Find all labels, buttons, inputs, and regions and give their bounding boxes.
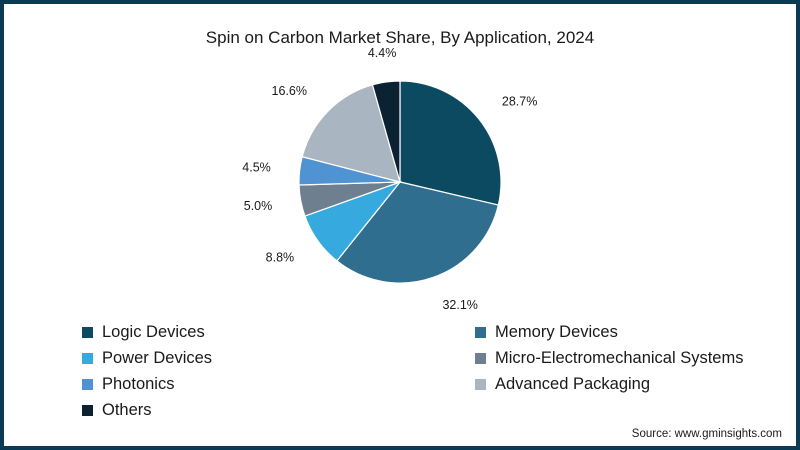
legend-swatch [82, 405, 93, 416]
data-label-photonics: 4.5% [242, 161, 271, 175]
legend-swatch [82, 327, 93, 338]
source-note: Source: www.gminsights.com [631, 428, 782, 440]
legend-swatch [475, 327, 486, 338]
pie-slice-advanced-packaging [301, 84, 401, 183]
data-label-advanced-packaging: 16.6% [272, 84, 307, 98]
legend-item-logic-devices: Logic Devices [82, 322, 475, 343]
legend-item-power-devices: Power Devices [82, 348, 475, 369]
legend-swatch [82, 353, 93, 364]
data-label-others: 4.4% [368, 46, 397, 60]
legend-item-photonics: Photonics [82, 374, 475, 395]
legend-label: Micro-Electromechanical Systems [495, 349, 744, 367]
legend-label: Advanced Packaging [495, 375, 651, 393]
pie-slice-others [371, 80, 401, 183]
legend-item-micro-electromechanical-systems: Micro-Electromechanical Systems [475, 348, 762, 369]
legend-label: Memory Devices [495, 323, 618, 341]
data-label-logic-devices: 28.7% [502, 94, 537, 108]
data-label-power-devices: 8.8% [266, 251, 295, 265]
pie-slice-logic-devices [399, 80, 502, 206]
data-label-memory-devices: 32.1% [442, 298, 477, 312]
data-label-micro-electromechanical-systems: 5.0% [244, 199, 273, 213]
pie-slice-memory-devices [336, 181, 500, 284]
legend-label: Power Devices [102, 349, 213, 367]
legend-swatch [82, 379, 93, 390]
chart-title: Spin on Carbon Market Share, By Applicat… [205, 28, 595, 47]
legend-item-others: Others [82, 400, 475, 421]
legend-label: Photonics [102, 375, 175, 393]
legend-label: Logic Devices [102, 323, 205, 341]
legend-swatch [475, 379, 486, 390]
chart-legend: Logic Devices Memory Devices Power Devices… [82, 322, 762, 421]
legend-label: Others [102, 401, 152, 419]
legend-swatch [475, 353, 486, 364]
legend-item-memory-devices: Memory Devices [475, 322, 762, 343]
legend-item-advanced-packaging: Advanced Packaging [475, 374, 762, 395]
